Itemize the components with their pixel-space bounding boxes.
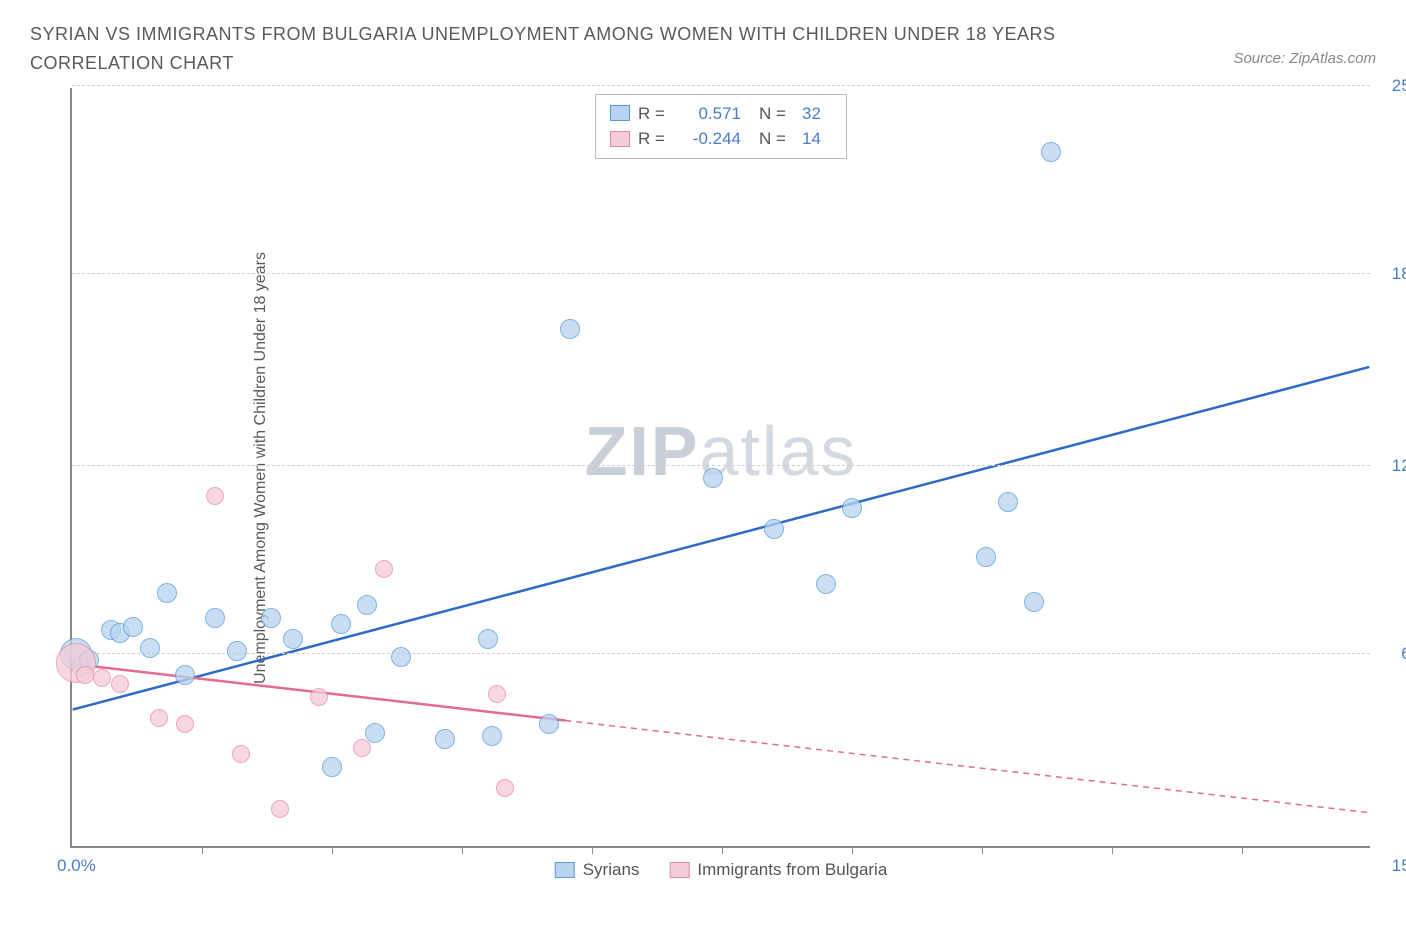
data-point xyxy=(93,669,111,687)
legend-r-value: -0.244 xyxy=(681,126,741,152)
grid-line xyxy=(72,653,1370,654)
data-point xyxy=(175,665,195,685)
data-point xyxy=(365,723,385,743)
trend-line xyxy=(73,367,1370,710)
legend-swatch xyxy=(669,862,689,878)
legend-row: R = -0.244 N = 14 xyxy=(610,126,832,152)
legend-swatch xyxy=(555,862,575,878)
legend-n-label: N = xyxy=(759,126,794,152)
data-point xyxy=(488,685,506,703)
data-point xyxy=(232,745,250,763)
data-point xyxy=(322,757,342,777)
data-point xyxy=(842,498,862,518)
y-tick-label: 6.3% xyxy=(1401,644,1406,664)
chart-title: SYRIAN VS IMMIGRANTS FROM BULGARIA UNEMP… xyxy=(30,20,1130,78)
data-point xyxy=(150,709,168,727)
data-point xyxy=(998,492,1018,512)
data-point xyxy=(539,714,559,734)
x-axis-end-label: 15.0% xyxy=(1392,856,1406,876)
data-point xyxy=(1041,142,1061,162)
x-tick xyxy=(852,846,853,854)
correlation-legend: R = 0.571 N = 32 R = -0.244 N = 14 xyxy=(595,94,847,159)
data-point xyxy=(703,468,723,488)
data-point xyxy=(496,779,514,797)
trend-line-extrapolated xyxy=(565,720,1369,812)
y-tick-label: 18.8% xyxy=(1392,264,1406,284)
grid-line xyxy=(72,85,1370,86)
x-tick xyxy=(462,846,463,854)
data-point xyxy=(764,519,784,539)
data-point xyxy=(435,729,455,749)
data-point xyxy=(123,617,143,637)
x-tick xyxy=(592,846,593,854)
legend-swatch xyxy=(610,131,630,147)
series-legend-item: Syrians xyxy=(555,860,640,880)
x-tick xyxy=(332,846,333,854)
data-point xyxy=(375,560,393,578)
trend-lines-layer xyxy=(72,88,1370,846)
data-point xyxy=(206,487,224,505)
data-point xyxy=(331,614,351,634)
scatter-plot: ZIPatlas R =0.571N =32R =-0.244N =14 Syr… xyxy=(70,88,1370,848)
data-point xyxy=(353,739,371,757)
data-point xyxy=(176,715,194,733)
x-tick xyxy=(982,846,983,854)
data-point xyxy=(111,675,129,693)
legend-r-value: 0.571 xyxy=(681,101,741,127)
x-tick xyxy=(1112,846,1113,854)
data-point xyxy=(140,638,160,658)
series-label: Immigrants from Bulgaria xyxy=(697,860,887,880)
series-legend-item: Immigrants from Bulgaria xyxy=(669,860,887,880)
x-tick xyxy=(202,846,203,854)
x-tick xyxy=(722,846,723,854)
x-axis-start-label: 0.0% xyxy=(57,856,96,876)
data-point xyxy=(816,574,836,594)
legend-r-label: R = xyxy=(638,126,673,152)
y-tick-label: 12.5% xyxy=(1392,456,1406,476)
data-point xyxy=(976,547,996,567)
data-point xyxy=(271,800,289,818)
data-point xyxy=(482,726,502,746)
legend-n-value: 32 xyxy=(802,101,832,127)
data-point xyxy=(157,583,177,603)
legend-r-label: R = xyxy=(638,101,673,127)
data-point xyxy=(1024,592,1044,612)
data-point xyxy=(261,608,281,628)
grid-line xyxy=(72,465,1370,466)
x-tick xyxy=(1242,846,1243,854)
data-point xyxy=(357,595,377,615)
legend-swatch xyxy=(610,105,630,121)
series-legend: Syrians Immigrants from Bulgaria xyxy=(555,860,888,880)
source-label: Source: ZipAtlas.com xyxy=(1233,50,1376,67)
data-point xyxy=(283,629,303,649)
legend-row: R = 0.571 N = 32 xyxy=(610,101,832,127)
y-tick-label: 25.0% xyxy=(1392,76,1406,96)
data-point xyxy=(205,608,225,628)
grid-line xyxy=(72,273,1370,274)
data-point xyxy=(478,629,498,649)
legend-n-label: N = xyxy=(759,101,794,127)
data-point xyxy=(227,641,247,661)
series-label: Syrians xyxy=(583,860,640,880)
data-point xyxy=(391,647,411,667)
data-point xyxy=(310,688,328,706)
data-point xyxy=(76,666,94,684)
data-point xyxy=(560,319,580,339)
legend-n-value: 14 xyxy=(802,126,832,152)
